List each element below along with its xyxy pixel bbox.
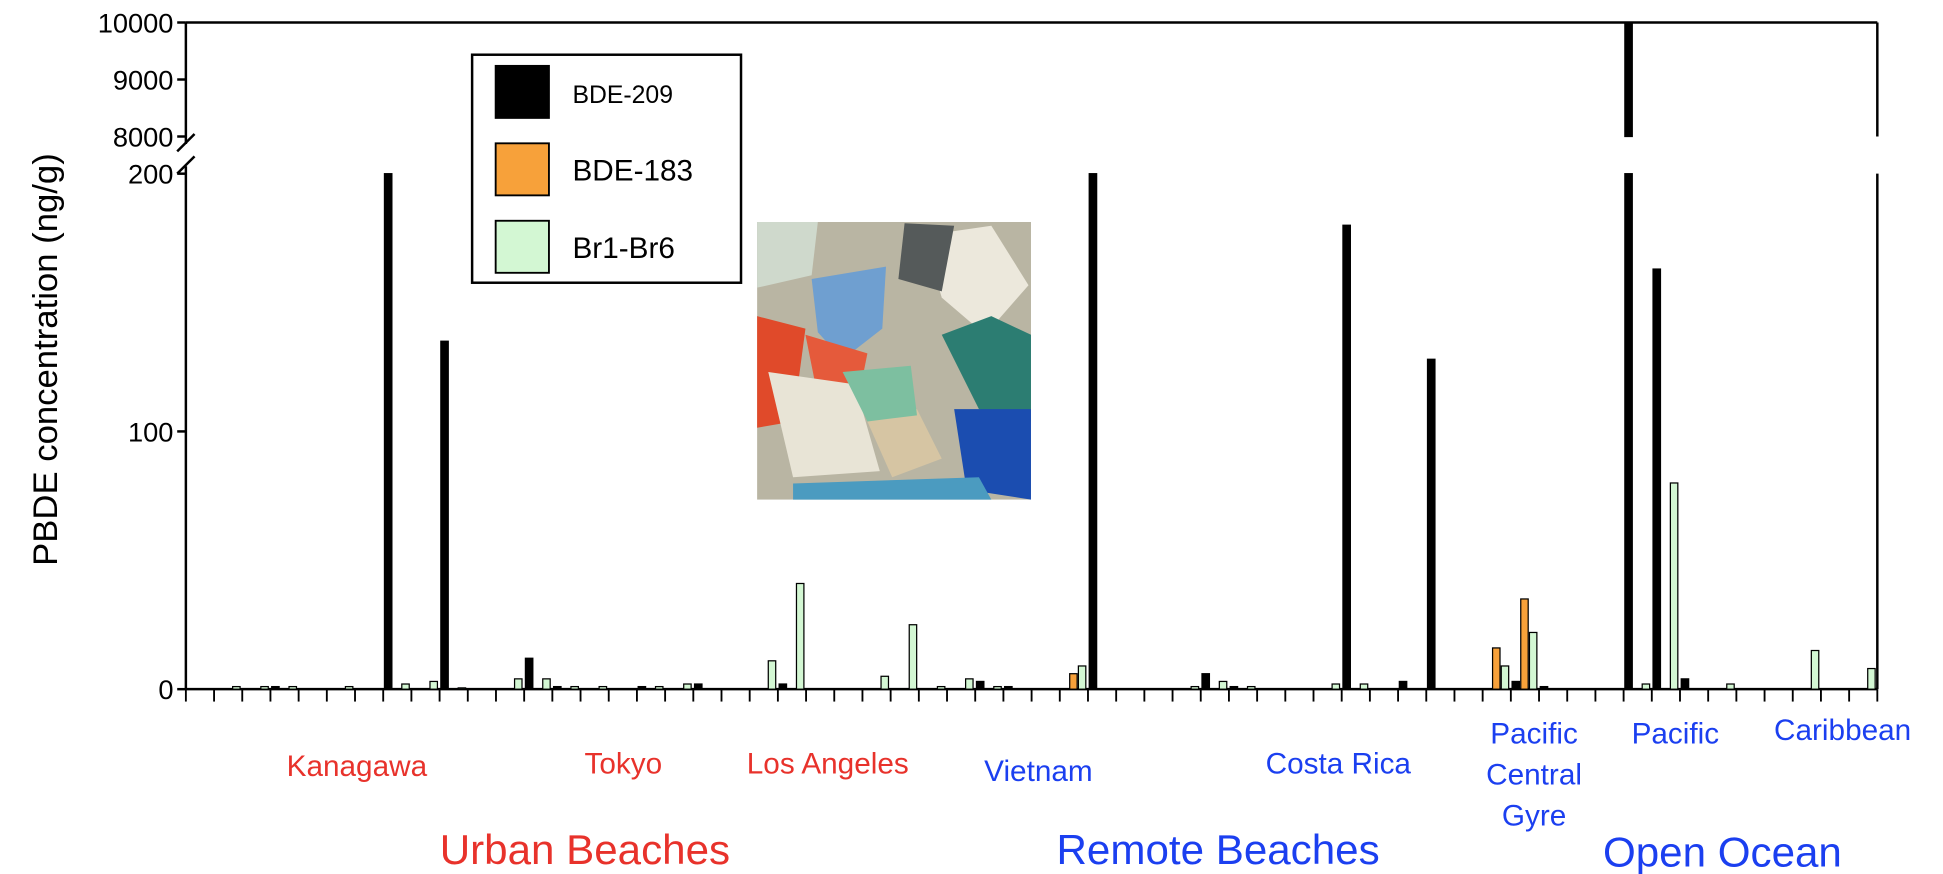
location-label: Kanagawa	[287, 750, 428, 783]
bar	[1540, 687, 1547, 690]
y-tick-label: 200	[128, 159, 173, 190]
bar	[1727, 684, 1734, 689]
bar	[571, 687, 578, 690]
bar	[430, 681, 437, 689]
location-label: Costa Rica	[1266, 747, 1412, 780]
region-label: Urban Beaches	[440, 826, 730, 873]
bar	[638, 687, 645, 690]
region-label: Remote Beaches	[1057, 826, 1380, 873]
bar	[1681, 679, 1688, 689]
bar	[966, 679, 973, 689]
plastic-photo	[757, 222, 1031, 500]
bar	[1230, 687, 1237, 690]
bar	[1625, 174, 1632, 689]
y-axis-title: PBDE concentration (ng/g)	[27, 153, 65, 566]
legend: BDE-209 BDE-183 Br1-Br6	[472, 55, 741, 283]
bar	[1248, 687, 1255, 690]
bar	[881, 676, 888, 689]
bar	[1191, 687, 1198, 690]
bar	[525, 658, 532, 689]
location-label: Pacific	[1632, 718, 1720, 751]
bar	[1653, 269, 1660, 689]
bar	[1332, 684, 1339, 689]
bar	[656, 687, 663, 690]
y-tick-label: 100	[128, 416, 173, 447]
location-label: Los Angeles	[747, 747, 909, 780]
bar	[1493, 648, 1500, 689]
bar	[1670, 483, 1677, 689]
bar	[1005, 687, 1012, 690]
location-label: Tokyo	[584, 747, 662, 780]
bar	[1529, 632, 1536, 689]
legend-label: BDE-183	[572, 154, 693, 187]
location-label: Vietnam	[984, 755, 1093, 788]
bar	[1219, 681, 1226, 689]
bar	[909, 625, 916, 689]
bar	[1202, 674, 1209, 689]
y-tick-label: 9000	[113, 64, 174, 95]
bar	[543, 679, 550, 689]
bar	[261, 687, 268, 690]
bar	[976, 681, 983, 689]
location-label: Caribbean	[1774, 714, 1911, 747]
y-tick-label: 0	[158, 674, 173, 705]
region-label: Open Ocean	[1603, 828, 1842, 874]
bar	[1642, 684, 1649, 689]
bar	[345, 687, 352, 690]
bar	[441, 341, 448, 689]
bar	[599, 687, 606, 690]
bar	[1428, 359, 1435, 689]
bar-upper	[1625, 23, 1632, 137]
location-label: Central	[1486, 759, 1582, 792]
legend-swatch	[496, 221, 549, 273]
y-tick-label: 8000	[113, 121, 174, 152]
bar	[937, 687, 944, 690]
bar	[994, 687, 1001, 690]
bar	[1521, 599, 1528, 689]
legend-swatch	[496, 66, 549, 118]
location-label: Gyre	[1502, 799, 1566, 832]
legend-label: Br1-Br6	[572, 232, 674, 265]
bar	[779, 684, 786, 689]
bar	[684, 684, 691, 689]
bar	[554, 687, 561, 690]
bar	[1501, 666, 1508, 689]
bar	[1868, 669, 1875, 690]
bar	[1512, 681, 1519, 689]
bar	[1078, 666, 1085, 689]
legend-label: BDE-209	[572, 82, 673, 109]
bar	[1070, 674, 1077, 689]
bar	[272, 687, 279, 690]
bar	[1811, 651, 1818, 690]
bar	[796, 583, 803, 689]
bar	[1360, 684, 1367, 689]
bar	[1399, 681, 1406, 689]
bar	[515, 679, 522, 689]
bar	[458, 688, 465, 689]
y-tick-label: 10000	[98, 7, 174, 38]
bar	[233, 687, 240, 690]
bar	[695, 684, 702, 689]
bar	[1089, 174, 1096, 689]
bar	[768, 661, 775, 689]
legend-swatch	[496, 143, 549, 195]
bar	[289, 687, 296, 690]
chart: BDE-209 BDE-183 Br1-Br6 0 100 200 8000 9000 100…	[0, 0, 1943, 874]
location-label: Pacific	[1490, 718, 1578, 751]
bar	[1343, 225, 1350, 689]
bar	[402, 684, 409, 689]
bar	[384, 174, 391, 689]
